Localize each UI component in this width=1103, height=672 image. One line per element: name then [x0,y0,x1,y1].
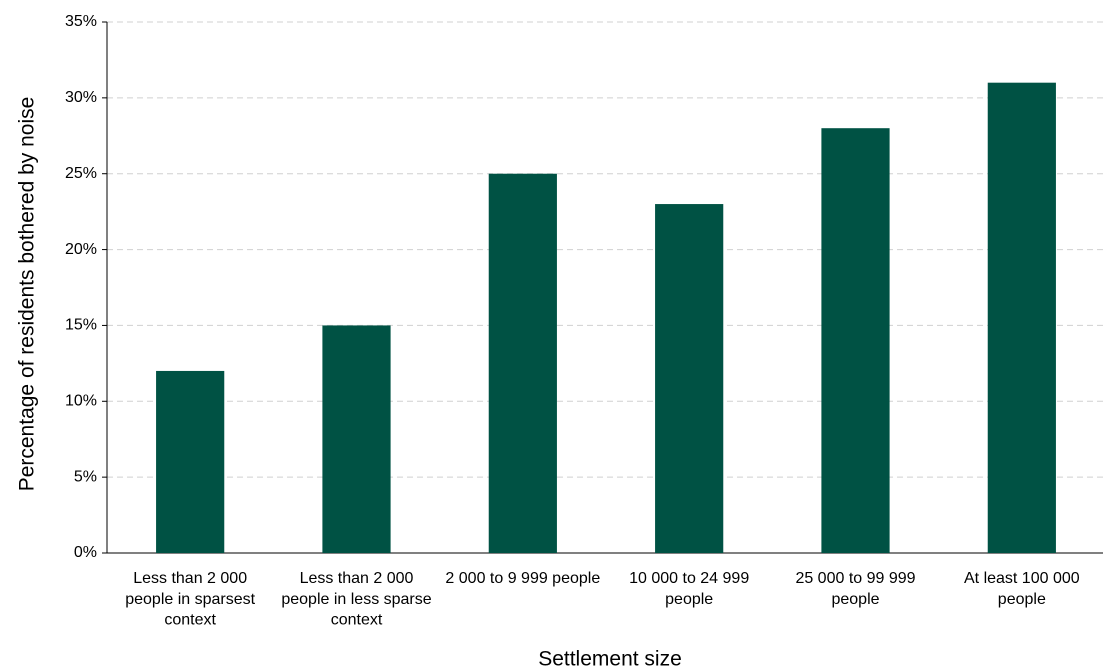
y-tick-label: 0% [74,544,97,561]
y-tick-label: 30% [65,89,97,106]
y-axis-title: Percentage of residents bothered by nois… [16,97,39,492]
y-tick-label: 15% [65,317,97,334]
bar [322,325,391,553]
bar [655,204,724,554]
x-tick-label: 10 000 to 24 999 people [629,570,749,608]
x-tick-label: 25 000 to 99 999 people [795,570,915,608]
y-tick-label: 20% [65,241,97,258]
y-tick-label: 25% [65,165,97,182]
x-tick-label: Less than 2 000 people in sparsest context [125,570,255,629]
bar [156,370,225,553]
x-tick-label: 2 000 to 9 999 people [445,570,600,587]
x-tick-label: At least 100 000 people [964,570,1080,608]
bar [987,82,1056,553]
bar [488,173,557,553]
x-axis-title: Settlement size [538,648,682,671]
y-tick-label: 5% [74,468,97,485]
x-tick-label: Less than 2 000 people in less sparse cont… [281,570,431,629]
y-tick-label: 35% [65,13,97,30]
y-tick-label: 10% [65,393,97,410]
bar [821,128,890,553]
